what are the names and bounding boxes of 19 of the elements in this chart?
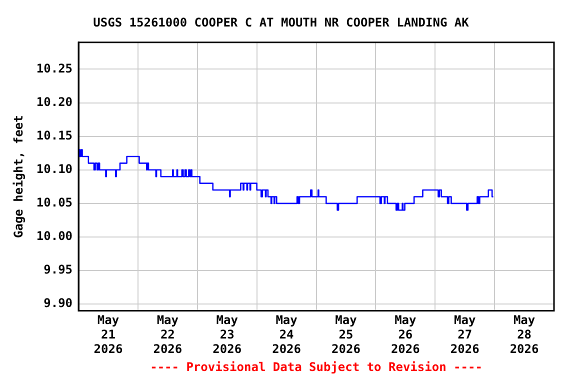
y-tick-label: 10.15 [36, 128, 73, 142]
x-tick-label: May 27 2026 [450, 313, 480, 356]
y-tick-label: 10.00 [36, 229, 73, 244]
x-tick-label: May 24 2026 [272, 313, 301, 356]
x-tick-label: May 22 2026 [153, 313, 182, 356]
chart-title: USGS 15261000 COOPER C AT MOUTH NR COOPER LANDING AK [93, 15, 470, 30]
y-tick-label: 10.10 [36, 162, 73, 176]
text: ---- Provisional Data Subject to Revision ---- [150, 360, 482, 374]
y-tick-label: 9.90 [44, 296, 73, 310]
x-tick-label: May 21 2026 [94, 313, 123, 356]
y-tick-label: 10.05 [36, 196, 73, 210]
x-tick-label: May 26 2026 [390, 313, 420, 356]
x-tick-label: May 28 2026 [510, 313, 539, 356]
y-tick-label: 10.25 [36, 61, 73, 76]
y-tick-label: 9.95 [44, 262, 73, 277]
y-axis-title: Gage height, feet [11, 115, 26, 238]
y-tick-label: 10.20 [36, 94, 73, 109]
x-tick-label: May 25 2026 [332, 313, 360, 356]
x-tick-label: May 23 2026 [212, 313, 242, 356]
